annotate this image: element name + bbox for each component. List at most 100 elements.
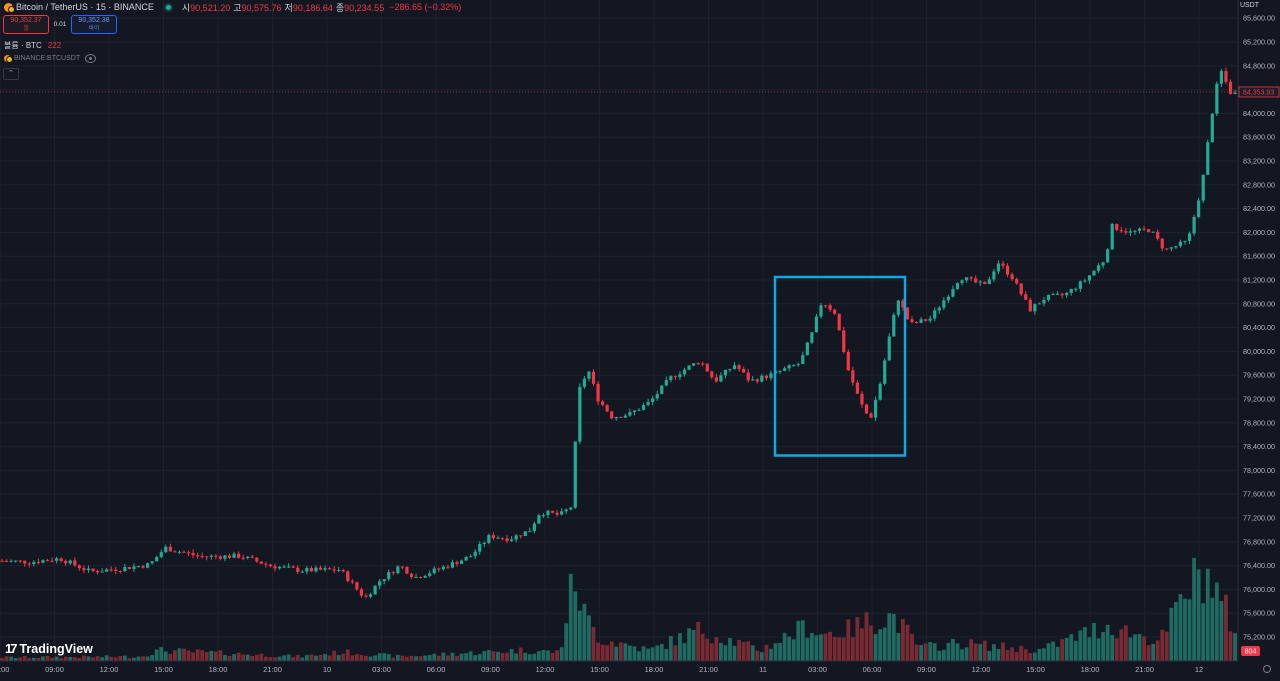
- y-tick-label: 76,000.00: [1243, 585, 1275, 594]
- candle-body: [701, 363, 705, 365]
- candle-body: [1156, 231, 1160, 239]
- x-tick-label: 15:00: [1026, 665, 1045, 674]
- volume-bar: [928, 642, 933, 661]
- x-tick-label: 09:00: [481, 665, 500, 674]
- candle-body: [778, 370, 782, 372]
- volume-bar: [550, 652, 555, 661]
- chevron-up-icon[interactable]: ⌃: [3, 68, 19, 80]
- candle-body: [601, 401, 605, 406]
- volume-bar: [314, 655, 318, 661]
- indicator-source: BINANCE:BTCUSDT: [14, 55, 81, 62]
- candle-body: [86, 568, 91, 571]
- volume-bar: [787, 636, 792, 661]
- y-tick-label: 81,200.00: [1243, 276, 1275, 285]
- eye-icon[interactable]: [85, 54, 97, 63]
- volume-bar: [1183, 598, 1187, 661]
- candle-body: [127, 567, 131, 570]
- candle-body: [801, 355, 805, 365]
- candle-body: [359, 589, 364, 596]
- candle-body: [896, 300, 900, 315]
- candle-body: [796, 364, 800, 366]
- volume-bar: [22, 656, 27, 661]
- volume-bar: [500, 653, 505, 661]
- candle-body: [550, 510, 555, 513]
- volume-bar: [982, 640, 987, 661]
- tradingview-logo[interactable]: 17 TradingView: [5, 641, 93, 656]
- volume-bar: [541, 650, 546, 661]
- volume-bar: [1064, 637, 1069, 661]
- volume-bar: [896, 632, 901, 661]
- volume-bar: [732, 645, 737, 661]
- time-axis[interactable]: 06:00 09:00 12:00 15:00 18:00 21:00 10 03:00 06:…: [0, 665, 1203, 674]
- volume-bar: [577, 610, 582, 661]
- volume-bar: [4, 656, 9, 661]
- candle-body: [32, 562, 36, 565]
- candle-body: [1133, 230, 1137, 232]
- candle-body: [1024, 294, 1028, 300]
- volume-bar: [741, 642, 746, 661]
- volume-indicator-legend[interactable]: 볼륨 · BTC 222: [4, 40, 61, 51]
- volume-bar: [145, 656, 150, 661]
- tradingview-text: TradingView: [19, 641, 93, 656]
- volume-bar: [860, 628, 864, 661]
- volume-bar: [700, 633, 705, 661]
- candle-body: [1005, 265, 1010, 275]
- indicator-source-row[interactable]: BINANCE:BTCUSDT: [4, 54, 97, 63]
- volume-bar: [1228, 631, 1233, 661]
- candle-body: [746, 372, 750, 381]
- volume-bar: [755, 650, 760, 661]
- candle-body: [905, 307, 910, 320]
- candle-body: [614, 417, 618, 419]
- volume-bar: [532, 653, 537, 661]
- candle-body: [1142, 228, 1146, 230]
- volume-bar: [268, 657, 273, 661]
- volume-bar: [978, 644, 983, 661]
- candle-body: [1106, 249, 1110, 263]
- volume-bar: [987, 650, 992, 661]
- volume-bar: [159, 647, 164, 661]
- volume-bar: [423, 655, 428, 661]
- volume-bar: [546, 650, 550, 661]
- volume-bar: [468, 651, 473, 661]
- candle-body: [1201, 174, 1205, 201]
- volume-bar: [364, 655, 368, 661]
- volume-bar: [318, 655, 323, 661]
- candle-body: [259, 561, 263, 564]
- volume-bar: [1224, 594, 1228, 661]
- x-tick-label: 06:00: [427, 665, 446, 674]
- candle-body: [441, 566, 445, 570]
- candle-body: [373, 585, 377, 595]
- currency-selector[interactable]: USDT: [1239, 2, 1259, 9]
- y-tick-label: 85,200.00: [1243, 38, 1275, 47]
- volume-bar: [204, 652, 209, 661]
- volume-bar: [992, 644, 996, 661]
- volume-bar: [673, 645, 678, 661]
- volume-bar: [1128, 637, 1133, 661]
- gear-icon[interactable]: [1263, 665, 1271, 673]
- candle-body: [783, 368, 787, 371]
- volume-bar: [54, 656, 59, 661]
- candle-body: [1178, 241, 1183, 247]
- volume-bar: [828, 631, 832, 661]
- y-tick-label: 81,600.00: [1243, 252, 1275, 261]
- volume-bar: [9, 656, 13, 661]
- candle-body: [123, 567, 127, 572]
- symbol-title[interactable]: Bitcoin / TetherUS · 15 · BINANCE: [16, 2, 154, 12]
- volume-bar: [295, 654, 300, 661]
- candle-body: [541, 515, 546, 517]
- candle-body: [1160, 238, 1164, 249]
- price-axis[interactable]: 75,200.00 75,600.00 76,000.00 76,400.00 76,8…: [1243, 14, 1275, 642]
- volume-bar: [527, 654, 532, 661]
- volume-bar: [637, 651, 641, 661]
- sell-button[interactable]: 90,352.37 셀: [3, 15, 49, 34]
- candle-body: [965, 277, 969, 281]
- candle-body: [332, 569, 336, 571]
- candle-body: [1206, 142, 1210, 175]
- volume-bar: [122, 655, 127, 661]
- buy-button[interactable]: 90,352.38 바이: [71, 15, 117, 34]
- candle-body: [114, 569, 118, 572]
- volume-bar: [696, 621, 701, 661]
- volume-bar: [473, 655, 478, 661]
- candle-body: [1233, 92, 1237, 94]
